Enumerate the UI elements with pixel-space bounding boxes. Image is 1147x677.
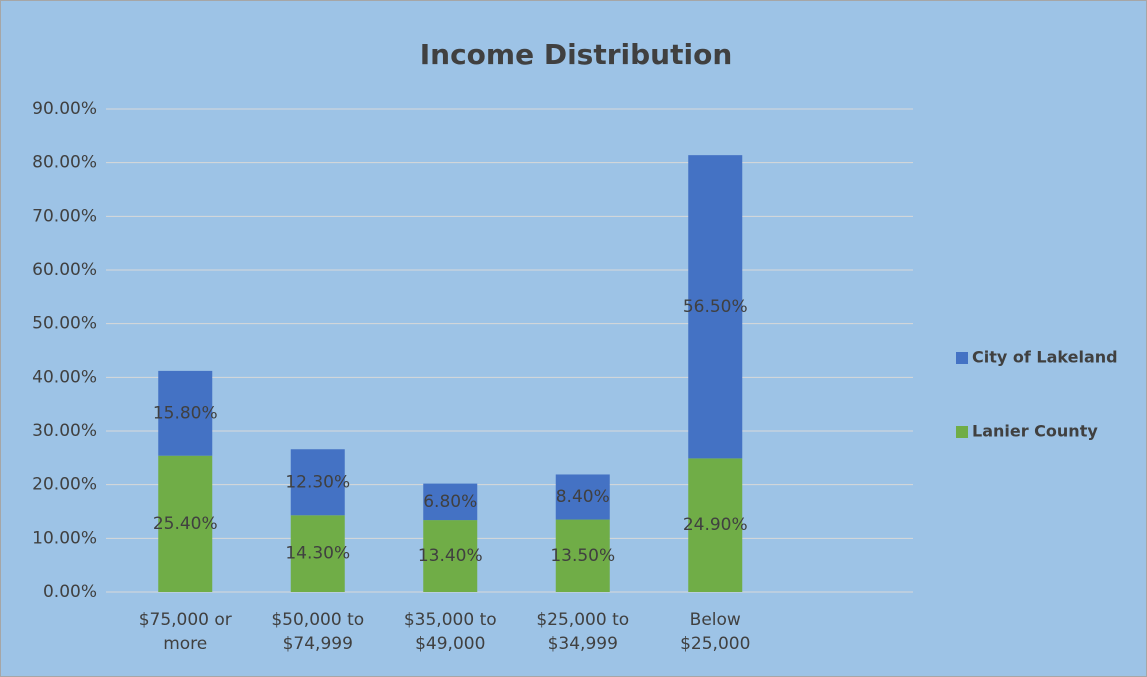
- y-tick-label: 0.00%: [43, 582, 97, 602]
- y-tick-label: 40.00%: [32, 367, 97, 387]
- bar-segment: [423, 520, 478, 592]
- data-label: 15.80%: [153, 403, 218, 423]
- bar-segment: [158, 455, 213, 592]
- data-label: 8.40%: [556, 487, 610, 507]
- bar-segment: [688, 458, 743, 592]
- y-tick-label: 50.00%: [32, 314, 97, 334]
- data-label: 25.40%: [153, 514, 218, 534]
- x-tick-label: $25,000 to $34,999: [536, 610, 630, 654]
- data-label: 13.50%: [550, 546, 615, 566]
- y-tick-label: 10.00%: [32, 528, 97, 548]
- legend-swatch: [956, 426, 968, 438]
- bar-segment: [158, 370, 213, 456]
- legend-label: City of Lakeland: [972, 348, 1118, 367]
- legend-label: Lanier County: [972, 422, 1098, 441]
- data-label: 13.40%: [418, 546, 483, 566]
- data-label: 56.50%: [683, 297, 748, 317]
- bar-segment: [555, 519, 610, 592]
- data-label: 12.30%: [285, 472, 350, 492]
- y-tick-label: 60.00%: [32, 260, 97, 280]
- y-tick-label: 30.00%: [32, 421, 97, 441]
- x-tick-label: $35,000 to $49,000: [403, 610, 497, 654]
- bar-segment: [423, 483, 478, 521]
- bar-segment: [688, 155, 743, 459]
- bar-segment: [555, 474, 610, 520]
- chart-title: Income Distribution: [420, 38, 733, 71]
- bar-segment: [290, 515, 345, 592]
- x-tick-label: $75,000 or more: [138, 610, 232, 654]
- y-tick-label: 80.00%: [32, 153, 97, 173]
- data-label: 14.30%: [285, 544, 350, 564]
- data-label: 24.90%: [683, 515, 748, 535]
- y-tick-label: 70.00%: [32, 206, 97, 226]
- bar-segment: [290, 449, 345, 516]
- x-tick-label: $50,000 to $74,999: [271, 610, 365, 654]
- y-tick-label: 20.00%: [32, 475, 97, 495]
- legend-swatch: [956, 352, 968, 364]
- y-tick-label: 90.00%: [32, 99, 97, 119]
- data-label: 6.80%: [423, 492, 477, 512]
- x-tick-label: Below $25,000: [680, 610, 751, 654]
